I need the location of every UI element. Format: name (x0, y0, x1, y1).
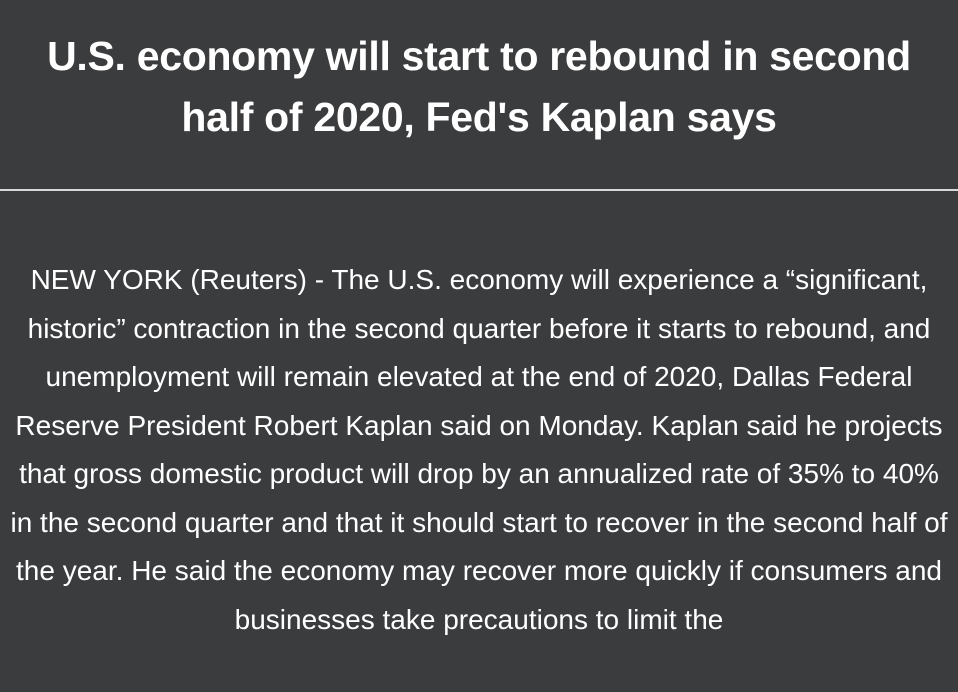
article-headline: U.S. economy will start to rebound in se… (47, 33, 911, 140)
article-body: NEW YORK (Reuters) - The U.S. economy wi… (10, 264, 948, 635)
headline-divider (0, 189, 958, 191)
